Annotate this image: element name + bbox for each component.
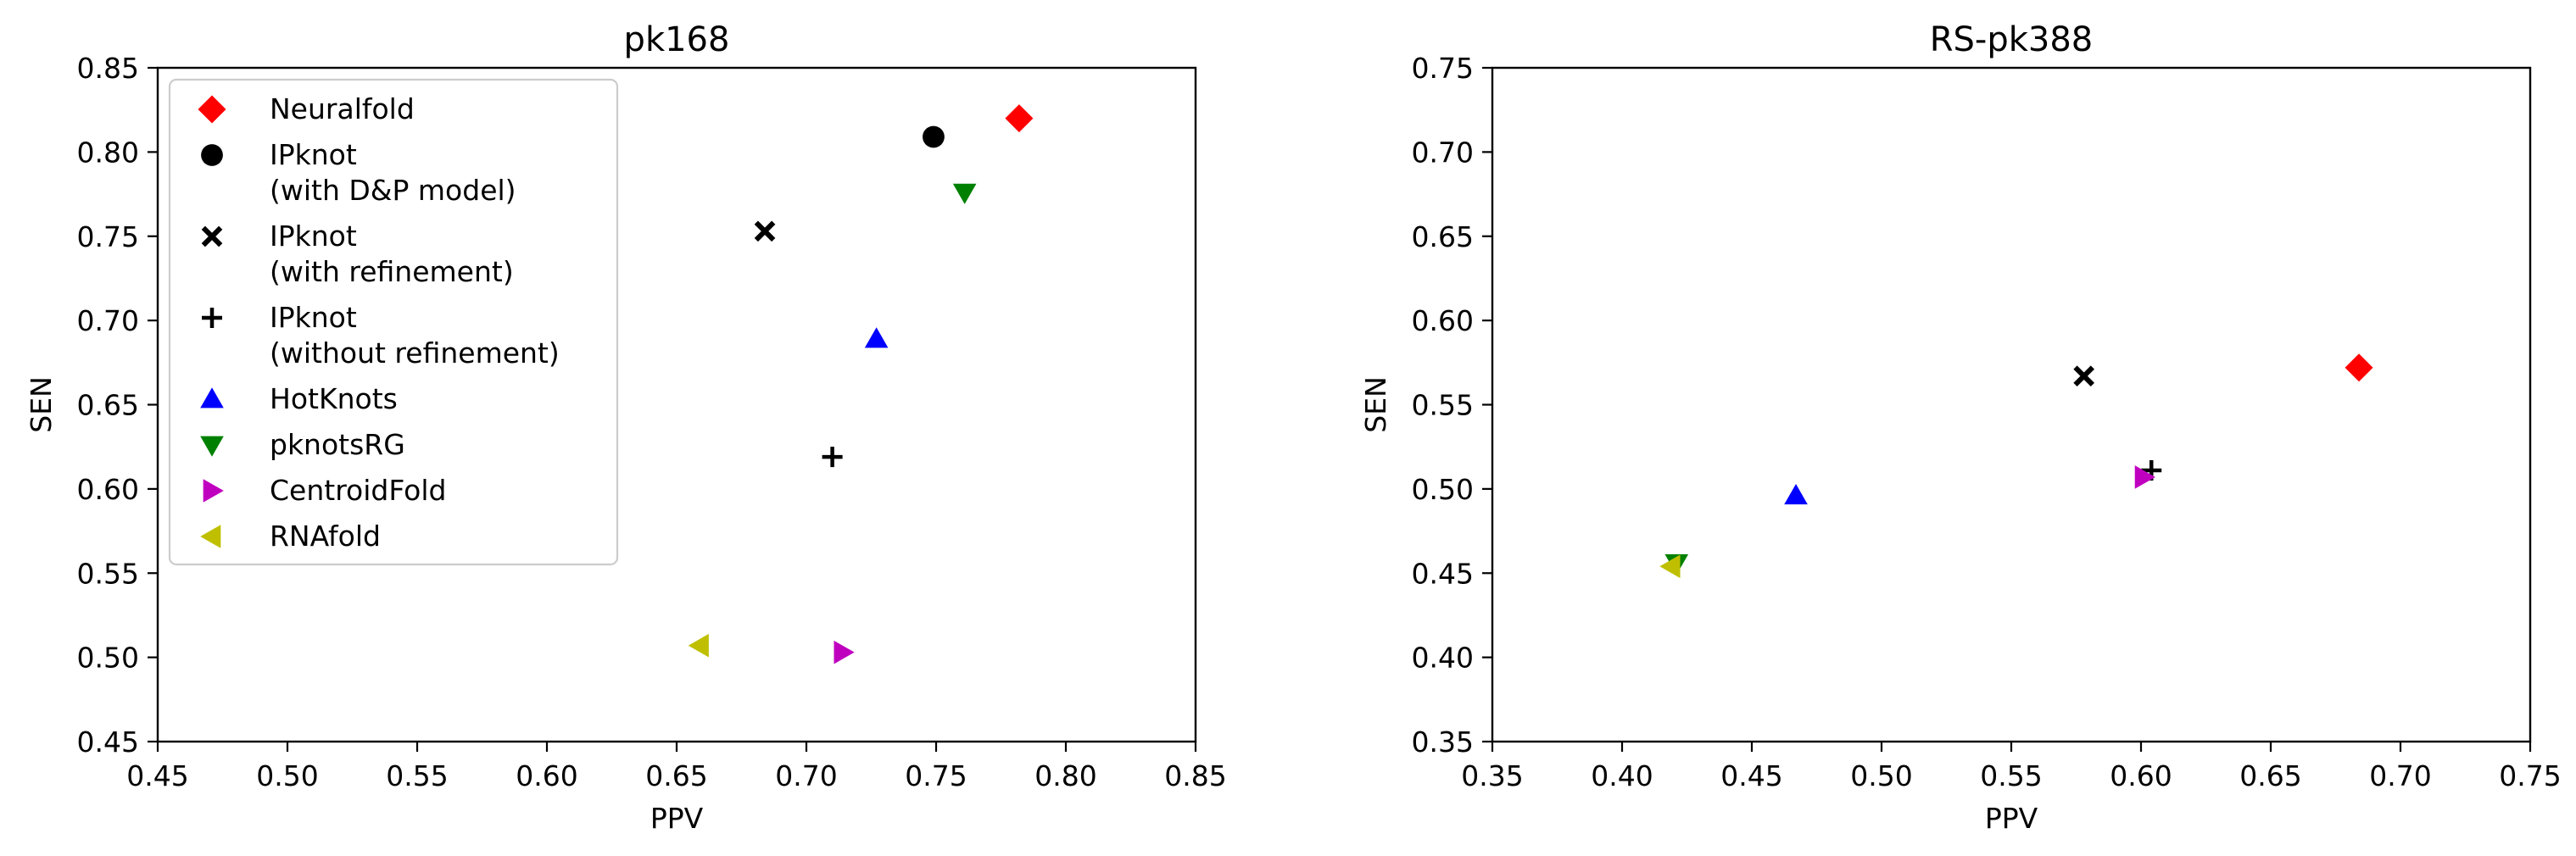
y-tick-label: 0.75 (1412, 52, 1474, 85)
data-point-neuralfold-0 (1005, 104, 1034, 133)
legend-marker-1 (201, 144, 223, 166)
y-tick-label: 0.40 (1412, 642, 1474, 675)
data-point-pknotsrg-5 (952, 183, 977, 204)
data-point-ipknot-2 (754, 220, 776, 242)
legend-entry-label: IPknot (with refinement) (270, 220, 514, 288)
legend-entry-line: HotKnots (270, 382, 398, 415)
legend-entry-line: IPknot (270, 301, 357, 334)
x-tick-label: 0.55 (1980, 759, 2042, 792)
x-tick-label: 0.35 (1461, 759, 1523, 792)
legend-entry-label: IPknot (without refinement) (270, 301, 560, 370)
data-point-centroidfold-6 (834, 640, 855, 664)
y-tick-label: 0.50 (77, 642, 139, 675)
legend-marker-7 (200, 525, 221, 548)
data-point-ipknot-3 (822, 447, 843, 468)
x-tick-label: 0.50 (1850, 759, 1912, 792)
y-tick-label: 0.45 (1412, 557, 1474, 590)
legend-entry-label: RNAfold (270, 520, 381, 553)
legend-entry-line: (with D&P model) (270, 174, 516, 207)
legend-marker-6 (203, 479, 224, 503)
y-tick-label: 0.75 (77, 220, 139, 253)
data-point-neuralfold-0 (2345, 353, 2373, 382)
x-tick-label: 0.40 (1591, 759, 1653, 792)
x-tick-label: 0.75 (905, 759, 967, 792)
legend-entry-line: pknotsRG (270, 428, 405, 461)
x-tick-label: 0.70 (775, 759, 837, 792)
data-point-hotknots-4 (864, 327, 889, 348)
y-tick-label: 0.70 (1412, 136, 1474, 169)
y-tick-label: 0.55 (1412, 389, 1474, 422)
x-axis-label: PPV (650, 802, 704, 835)
legend-marker-2 (201, 225, 223, 247)
x-tick-label: 0.75 (2499, 759, 2561, 792)
chart-panel-1: RS-pk388 0.35 0.40 0.45 0.50 0.55 0.60 0.65 0.70… (1359, 20, 2562, 835)
legend-entry-label: IPknot (with D&P model) (270, 138, 516, 207)
y-axis-label: SEN (1359, 376, 1392, 432)
y-tick-label: 0.45 (77, 725, 139, 759)
x-tick-label: 0.65 (2239, 759, 2301, 792)
x-tick-label: 0.55 (386, 759, 448, 792)
x-tick-label: 0.45 (126, 759, 188, 792)
y-tick-label: 0.85 (77, 52, 139, 85)
y-tick-label: 0.80 (77, 136, 139, 169)
x-tick-label: 0.85 (1164, 759, 1226, 792)
x-tick-label: 0.65 (645, 759, 707, 792)
legend-marker-0 (198, 95, 226, 124)
legend-marker-4 (200, 387, 224, 409)
legend-entry-line: IPknot (270, 138, 357, 171)
y-tick-label: 0.65 (77, 389, 139, 422)
legend-entry-label: CentroidFold (270, 474, 446, 507)
chart-title: pk168 (624, 20, 730, 59)
chart-panel-0: pk168 0.45 0.50 0.55 0.60 0.65 0.70 0.75 0.80 0.8… (25, 20, 1227, 835)
legend-marker-5 (200, 436, 224, 457)
plot-frame (156, 66, 1197, 743)
data-point-centroidfold-5 (2134, 465, 2155, 489)
y-tick-label: 0.50 (1412, 473, 1474, 506)
y-tick-label: 0.55 (77, 557, 139, 590)
x-tick-label: 0.80 (1034, 759, 1096, 792)
data-point-rnafold-7 (688, 633, 709, 658)
data-point-ipknot-1 (923, 125, 945, 148)
legend-entry-line: RNAfold (270, 520, 381, 553)
x-axis-label: PPV (1985, 802, 2038, 835)
y-tick-label: 0.60 (1412, 304, 1474, 337)
legend-entry-line: (without refinement) (270, 336, 560, 370)
legend-entry-line: IPknot (270, 220, 357, 253)
x-tick-label: 0.50 (256, 759, 318, 792)
y-tick-label: 0.60 (77, 473, 139, 506)
y-tick-label: 0.35 (1412, 725, 1474, 759)
legend-box (168, 78, 619, 566)
legend-entry-line: (with refinement) (270, 255, 514, 288)
plot-frame (1491, 66, 2532, 743)
legend-marker-3 (202, 308, 222, 328)
legend-entry-label: HotKnots (270, 382, 398, 415)
chart-title: RS-pk388 (1930, 20, 2094, 59)
x-tick-label: 0.45 (1720, 759, 1782, 792)
y-axis-label: SEN (25, 376, 58, 432)
y-tick-label: 0.70 (77, 304, 139, 337)
x-tick-label: 0.60 (516, 759, 577, 792)
legend-entry-line: CentroidFold (270, 474, 446, 507)
legend-entry-line: Neuralfold (270, 92, 415, 125)
data-point-hotknots-3 (1784, 484, 1808, 505)
x-tick-label: 0.70 (2369, 759, 2431, 792)
legend-entry-label: Neuralfold (270, 92, 415, 125)
y-tick-label: 0.65 (1412, 220, 1474, 253)
x-tick-label: 0.60 (2110, 759, 2172, 792)
legend-entry-label: pknotsRG (270, 428, 405, 461)
data-point-ipknot-1 (2073, 365, 2095, 387)
data-point-rnafold-6 (1659, 554, 1681, 579)
